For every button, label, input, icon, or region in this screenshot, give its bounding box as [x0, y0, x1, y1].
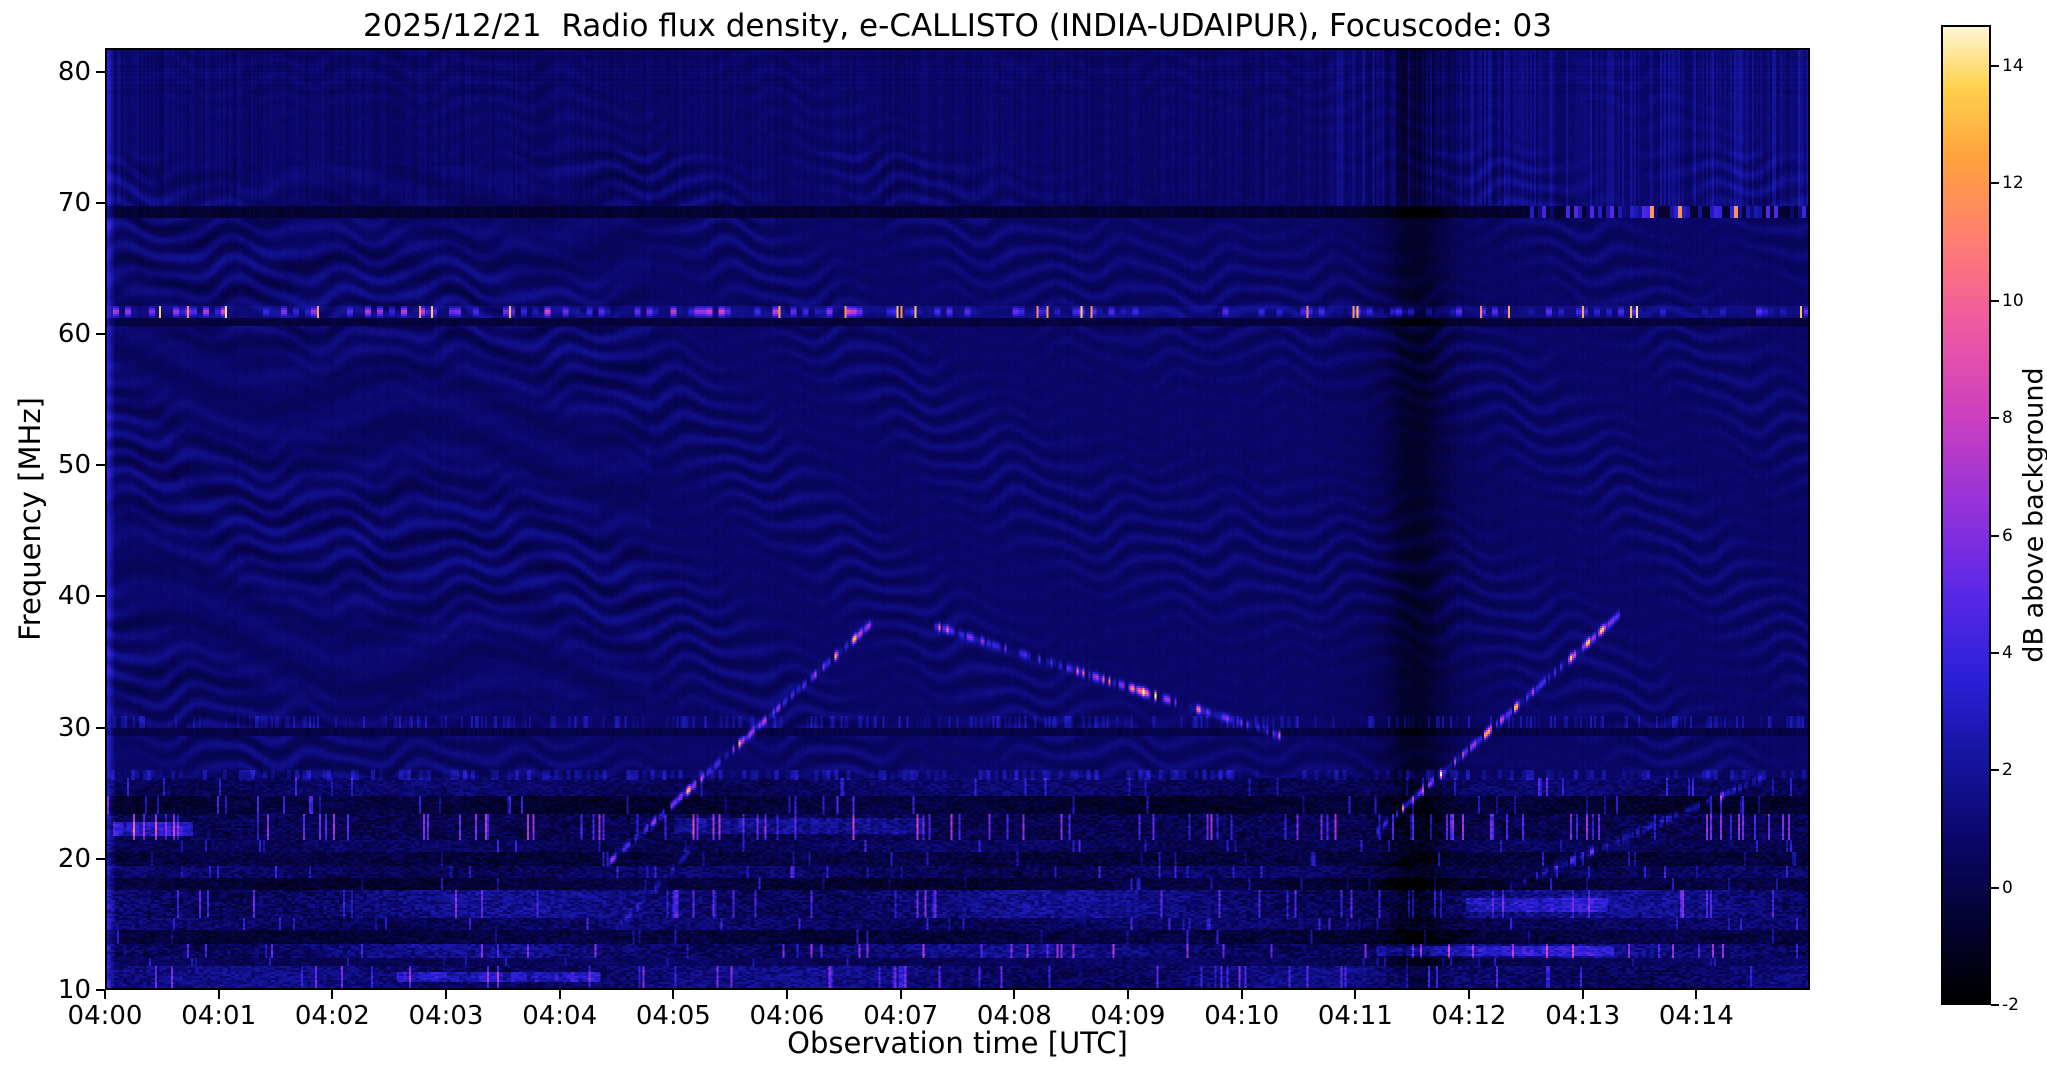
x-tick-label: 04:13 — [1545, 1001, 1621, 1031]
x-tick-label: 04:11 — [1317, 1001, 1393, 1031]
x-tick-mark — [786, 990, 788, 999]
y-tick-mark — [96, 857, 105, 860]
spectrogram-canvas — [107, 50, 1808, 988]
y-tick-label: 80 — [57, 56, 91, 87]
x-tick-label: 04:06 — [749, 1001, 825, 1031]
x-tick-label: 04:08 — [976, 1001, 1052, 1031]
x-tick-mark — [1354, 990, 1357, 999]
colorbar-tick-mark — [1991, 417, 1999, 420]
x-tick-label: 04:14 — [1658, 1001, 1734, 1031]
y-tick-label: 10 — [57, 975, 91, 1005]
y-tick-label: 50 — [57, 450, 91, 481]
x-axis-label: Observation time [UTC] — [787, 1026, 1128, 1060]
x-tick-label: 04:10 — [1204, 1001, 1280, 1031]
y-tick-mark — [96, 70, 105, 73]
x-tick-mark — [1468, 990, 1470, 999]
colorbar-tick-mark — [1991, 299, 1999, 302]
colorbar-tick-label: 10 — [2002, 290, 2024, 311]
x-tick-mark — [672, 990, 675, 999]
colorbar-tick-label: 14 — [2002, 56, 2024, 77]
y-tick-mark — [96, 201, 105, 204]
x-tick-mark — [1581, 990, 1584, 999]
y-tick-mark — [96, 595, 105, 598]
x-tick-mark — [1127, 990, 1129, 999]
x-tick-mark — [445, 990, 447, 999]
colorbar-tick-label: 6 — [2002, 525, 2013, 546]
x-tick-mark — [331, 990, 334, 999]
colorbar-tick-mark — [1991, 651, 1999, 654]
colorbar-tick-label: 0 — [2002, 877, 2013, 898]
y-tick-label: 70 — [57, 187, 91, 218]
y-tick-mark — [96, 989, 105, 991]
colorbar-label: dB above background — [2018, 367, 2047, 663]
y-tick-label: 60 — [57, 319, 91, 349]
colorbar-tick-mark — [1991, 769, 1999, 772]
colorbar-tick-mark — [1991, 65, 1999, 68]
y-tick-mark — [96, 464, 105, 467]
colorbar-tick-mark — [1991, 182, 1999, 185]
x-tick-mark — [899, 990, 902, 999]
colorbar-tick-mark — [1991, 886, 1999, 889]
x-tick-mark — [217, 990, 220, 999]
spectrogram-plot-area — [105, 48, 1810, 990]
colorbar — [1941, 25, 1991, 1005]
x-tick-label: 04:00 — [67, 1001, 143, 1031]
colorbar-tick-label: 4 — [2002, 642, 2013, 663]
x-tick-label: 04:09 — [1090, 1001, 1166, 1031]
colorbar-tick-mark — [1991, 1004, 1999, 1006]
y-tick-mark — [96, 726, 105, 729]
x-tick-mark — [558, 990, 561, 999]
y-tick-label: 20 — [57, 843, 91, 874]
x-tick-label: 04:03 — [408, 1001, 484, 1031]
colorbar-tick-label: -2 — [2002, 995, 2019, 1015]
y-tick-label: 40 — [57, 581, 91, 612]
colorbar-tick-label: 2 — [2002, 760, 2013, 781]
chart-title: 2025/12/21 Radio flux density, e-CALLIST… — [362, 8, 1553, 44]
colorbar-canvas — [1943, 27, 1989, 1003]
x-tick-label: 04:12 — [1431, 1001, 1507, 1031]
x-tick-label: 04:05 — [635, 1001, 711, 1031]
x-tick-label: 04:04 — [522, 1001, 598, 1031]
x-tick-mark — [104, 990, 106, 999]
x-tick-label: 04:07 — [863, 1001, 939, 1031]
x-tick-label: 04:02 — [294, 1001, 370, 1031]
y-tick-mark — [96, 333, 105, 335]
colorbar-tick-mark — [1991, 534, 1999, 537]
y-tick-label: 30 — [57, 712, 91, 743]
colorbar-tick-label: 8 — [2002, 408, 2013, 429]
x-tick-mark — [1013, 990, 1016, 999]
x-tick-label: 04:01 — [181, 1001, 257, 1031]
x-tick-mark — [1695, 990, 1698, 999]
x-tick-mark — [1240, 990, 1243, 999]
colorbar-tick-label: 12 — [2002, 173, 2024, 194]
